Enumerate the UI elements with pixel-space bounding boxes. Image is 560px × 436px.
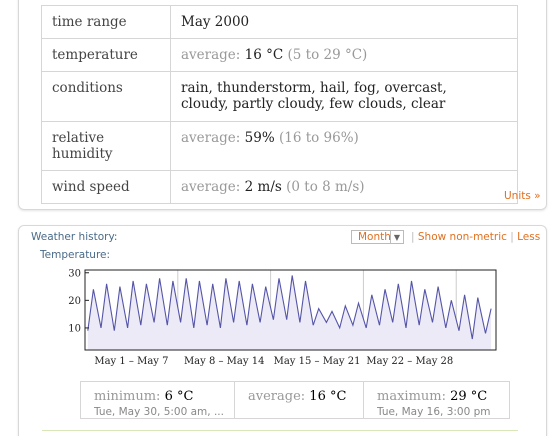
summary-label: average: [248, 389, 306, 404]
range: (0 to 8 m/s) [286, 179, 365, 195]
summary-cell: minimum: 6 °C Tue, May 30, 5:00 am, ... [80, 381, 235, 419]
summary-note: Tue, May 16, 3:00 pm [377, 406, 491, 418]
summary-cell: maximum: 29 °C Tue, May 16, 3:00 pm [363, 381, 510, 419]
prefix: average: [181, 47, 241, 63]
link[interactable]: Less [517, 231, 541, 243]
separator: | [411, 231, 415, 243]
period-select[interactable]: Month ▼ [351, 230, 404, 244]
line [87, 275, 492, 340]
history-panel [18, 225, 547, 436]
history-heading: Weather history: [31, 231, 118, 243]
row-value: 59% [244, 130, 275, 146]
dropdown-arrow[interactable]: ▼ [390, 231, 403, 243]
y-tick-label: 30 [68, 268, 81, 279]
row-value: rain, thunderstorm, hail, fog, overcast, [181, 80, 447, 96]
history-links: | Show non-metric | Less [411, 231, 540, 243]
prefix: average: [181, 130, 241, 146]
summary-value: 6 °C [164, 389, 194, 404]
row-value: 2 m/s [244, 179, 282, 195]
chart-title: Temperature: [40, 249, 111, 261]
summary-value: 16 °C [309, 389, 347, 404]
summary-value: 29 °C [450, 389, 488, 404]
prefix: average: [181, 179, 241, 195]
row-value: 16 °C [244, 47, 284, 63]
row-label: time range [41, 5, 171, 39]
y-tick-label: 20 [68, 296, 81, 307]
range: (16 to 96%) [278, 130, 359, 146]
summary-note: Tue, May 30, 5:00 am, ... [94, 406, 224, 418]
units-link[interactable]: Units » [504, 190, 541, 202]
x-tick-label: May 22 – May 28 [366, 356, 453, 367]
divider [42, 430, 518, 431]
link[interactable]: Show non-metric [417, 231, 507, 243]
row-value: May 2000 [170, 5, 518, 39]
row-label: wind speed [41, 170, 171, 204]
summary-label: maximum: [377, 389, 446, 404]
x-tick-label: May 1 – May 7 [94, 356, 168, 367]
y-tick-label: 10 [68, 323, 81, 334]
range: (5 to 29 °C) [287, 47, 368, 63]
row-label: relative humidity [41, 121, 171, 171]
result-panel [18, 0, 547, 210]
select-text: Month [358, 231, 391, 243]
weather-table: time range May 2000 temperature average: 1… [41, 5, 518, 204]
plot-frame [84, 269, 497, 351]
summary-cell: average: 16 °C [234, 381, 364, 419]
row-value: cloudy, partly cloudy, few clouds, clear [181, 96, 446, 112]
summary-label: minimum: [94, 389, 161, 404]
x-tick-label: May 15 – May 21 [274, 356, 361, 367]
x-tick-label: May 8 – May 14 [184, 356, 265, 367]
separator: | [510, 231, 514, 243]
